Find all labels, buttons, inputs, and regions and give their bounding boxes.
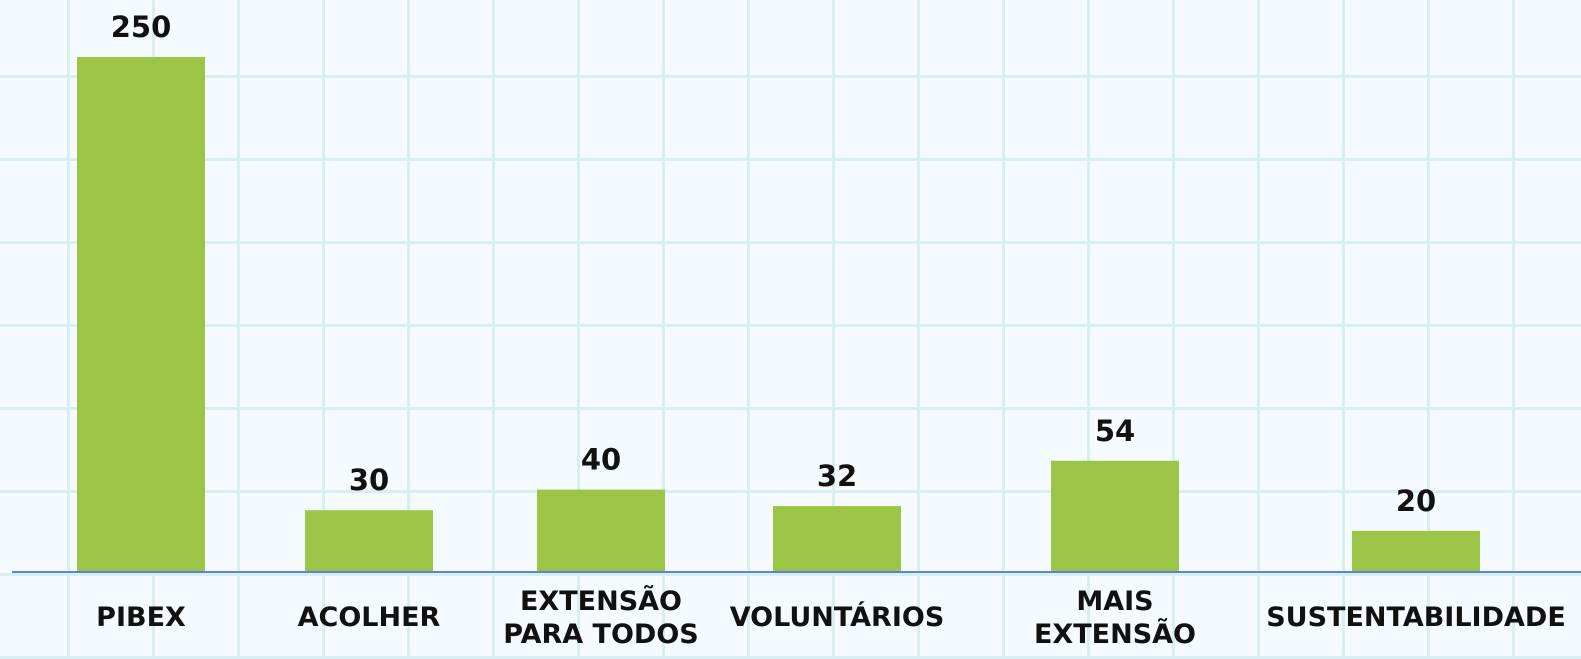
value-label: 54 <box>1095 414 1135 448</box>
bar <box>305 510 433 572</box>
value-label: 40 <box>581 443 621 477</box>
x-tick-label: VOLUNTÁRIOS <box>729 602 945 633</box>
bar <box>1051 460 1179 572</box>
x-tick-label: PIBEX <box>96 602 186 633</box>
value-label: 32 <box>817 459 857 493</box>
bar <box>1352 530 1480 572</box>
x-tick-label: EXTENSÃO PARA TODOS <box>503 586 699 650</box>
bar <box>773 506 901 572</box>
value-label: 250 <box>111 10 172 44</box>
x-tick-label: SUSTENTABILIDADE <box>1266 602 1566 633</box>
bar <box>537 489 665 572</box>
x-tick-label: ACOLHER <box>297 602 441 633</box>
value-label: 20 <box>1396 484 1436 518</box>
value-label: 30 <box>349 463 389 497</box>
x-tick-label: MAIS EXTENSÃO <box>1033 586 1197 650</box>
bar <box>77 57 205 572</box>
